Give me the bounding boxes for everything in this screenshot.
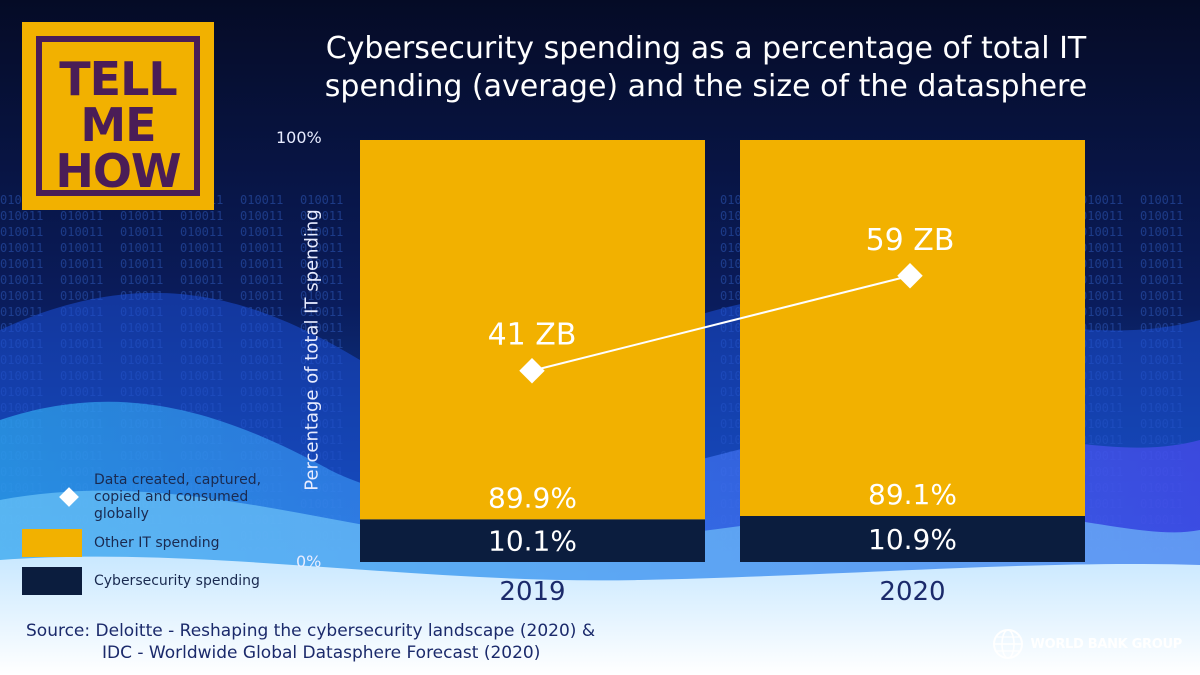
datasphere-label-2019: 41 ZB [488,318,577,353]
globe-icon [992,629,1023,659]
datasphere-point-2020 [897,263,923,289]
chart-title-line-1: Cybersecurity spending as a percentage o… [325,31,1087,66]
y-tick-0: 0% [296,552,322,571]
diamond-marker-icon [59,487,79,507]
logo-frame: TELL ME HOW [36,36,200,196]
data-label-cybersecurity-2019: 10.1% [488,525,577,558]
chart-title-line-2: spending (average) and the size of the d… [324,69,1088,104]
source-note: Source: Deloitte - Reshaping the cyberse… [26,620,595,664]
world-bank-group-logo: WORLD BANK GROUP [991,627,1182,661]
bar-cybersecurity-2019 [360,519,705,562]
datasphere-label-2020: 59 ZB [866,223,955,258]
y-tick-100: 100% [276,128,322,147]
legend-label-other-it: Other IT spending [94,535,220,551]
legend-label-cybersecurity: Cybersecurity spending [94,573,260,589]
legend-item-other-it: Other IT spending [22,529,292,557]
x-tick-2019: 2019 [499,577,565,607]
chart-title: Cybersecurity spending as a percentage o… [236,30,1176,106]
legend-swatch-cybersecurity [22,567,82,595]
datasphere-line [531,274,911,372]
data-label-other-it-2019: 89.9% [488,481,577,514]
tell-me-how-logo: TELL ME HOW [22,22,214,210]
bar-other-it-2020 [740,140,1085,517]
x-tick-2020: 2020 [879,577,945,607]
legend-item-datasphere: Data created, captured, copied and consu… [22,470,292,526]
source-line-2: IDC - Worldwide Global Datasphere Foreca… [102,643,541,663]
legend-item-cybersecurity: Cybersecurity spending [22,567,292,595]
data-label-other-it-2020: 89.1% [868,478,957,511]
logo-line-me: ME [80,98,156,152]
datasphere-point-2019 [519,357,545,384]
logo-line-tell: TELL [59,52,177,106]
logo-line-how: HOW [55,144,181,198]
data-label-cybersecurity-2020: 10.9% [868,523,957,556]
bar-other-it-2019 [360,140,705,520]
brand-name: WORLD BANK GROUP [1030,636,1183,652]
legend-swatch-other-it [22,529,82,557]
bar-cybersecurity-2020 [740,516,1085,562]
source-line-1: Source: Deloitte - Reshaping the cyberse… [26,621,596,641]
legend-label-datasphere: Data created, captured, copied and consu… [94,472,262,522]
